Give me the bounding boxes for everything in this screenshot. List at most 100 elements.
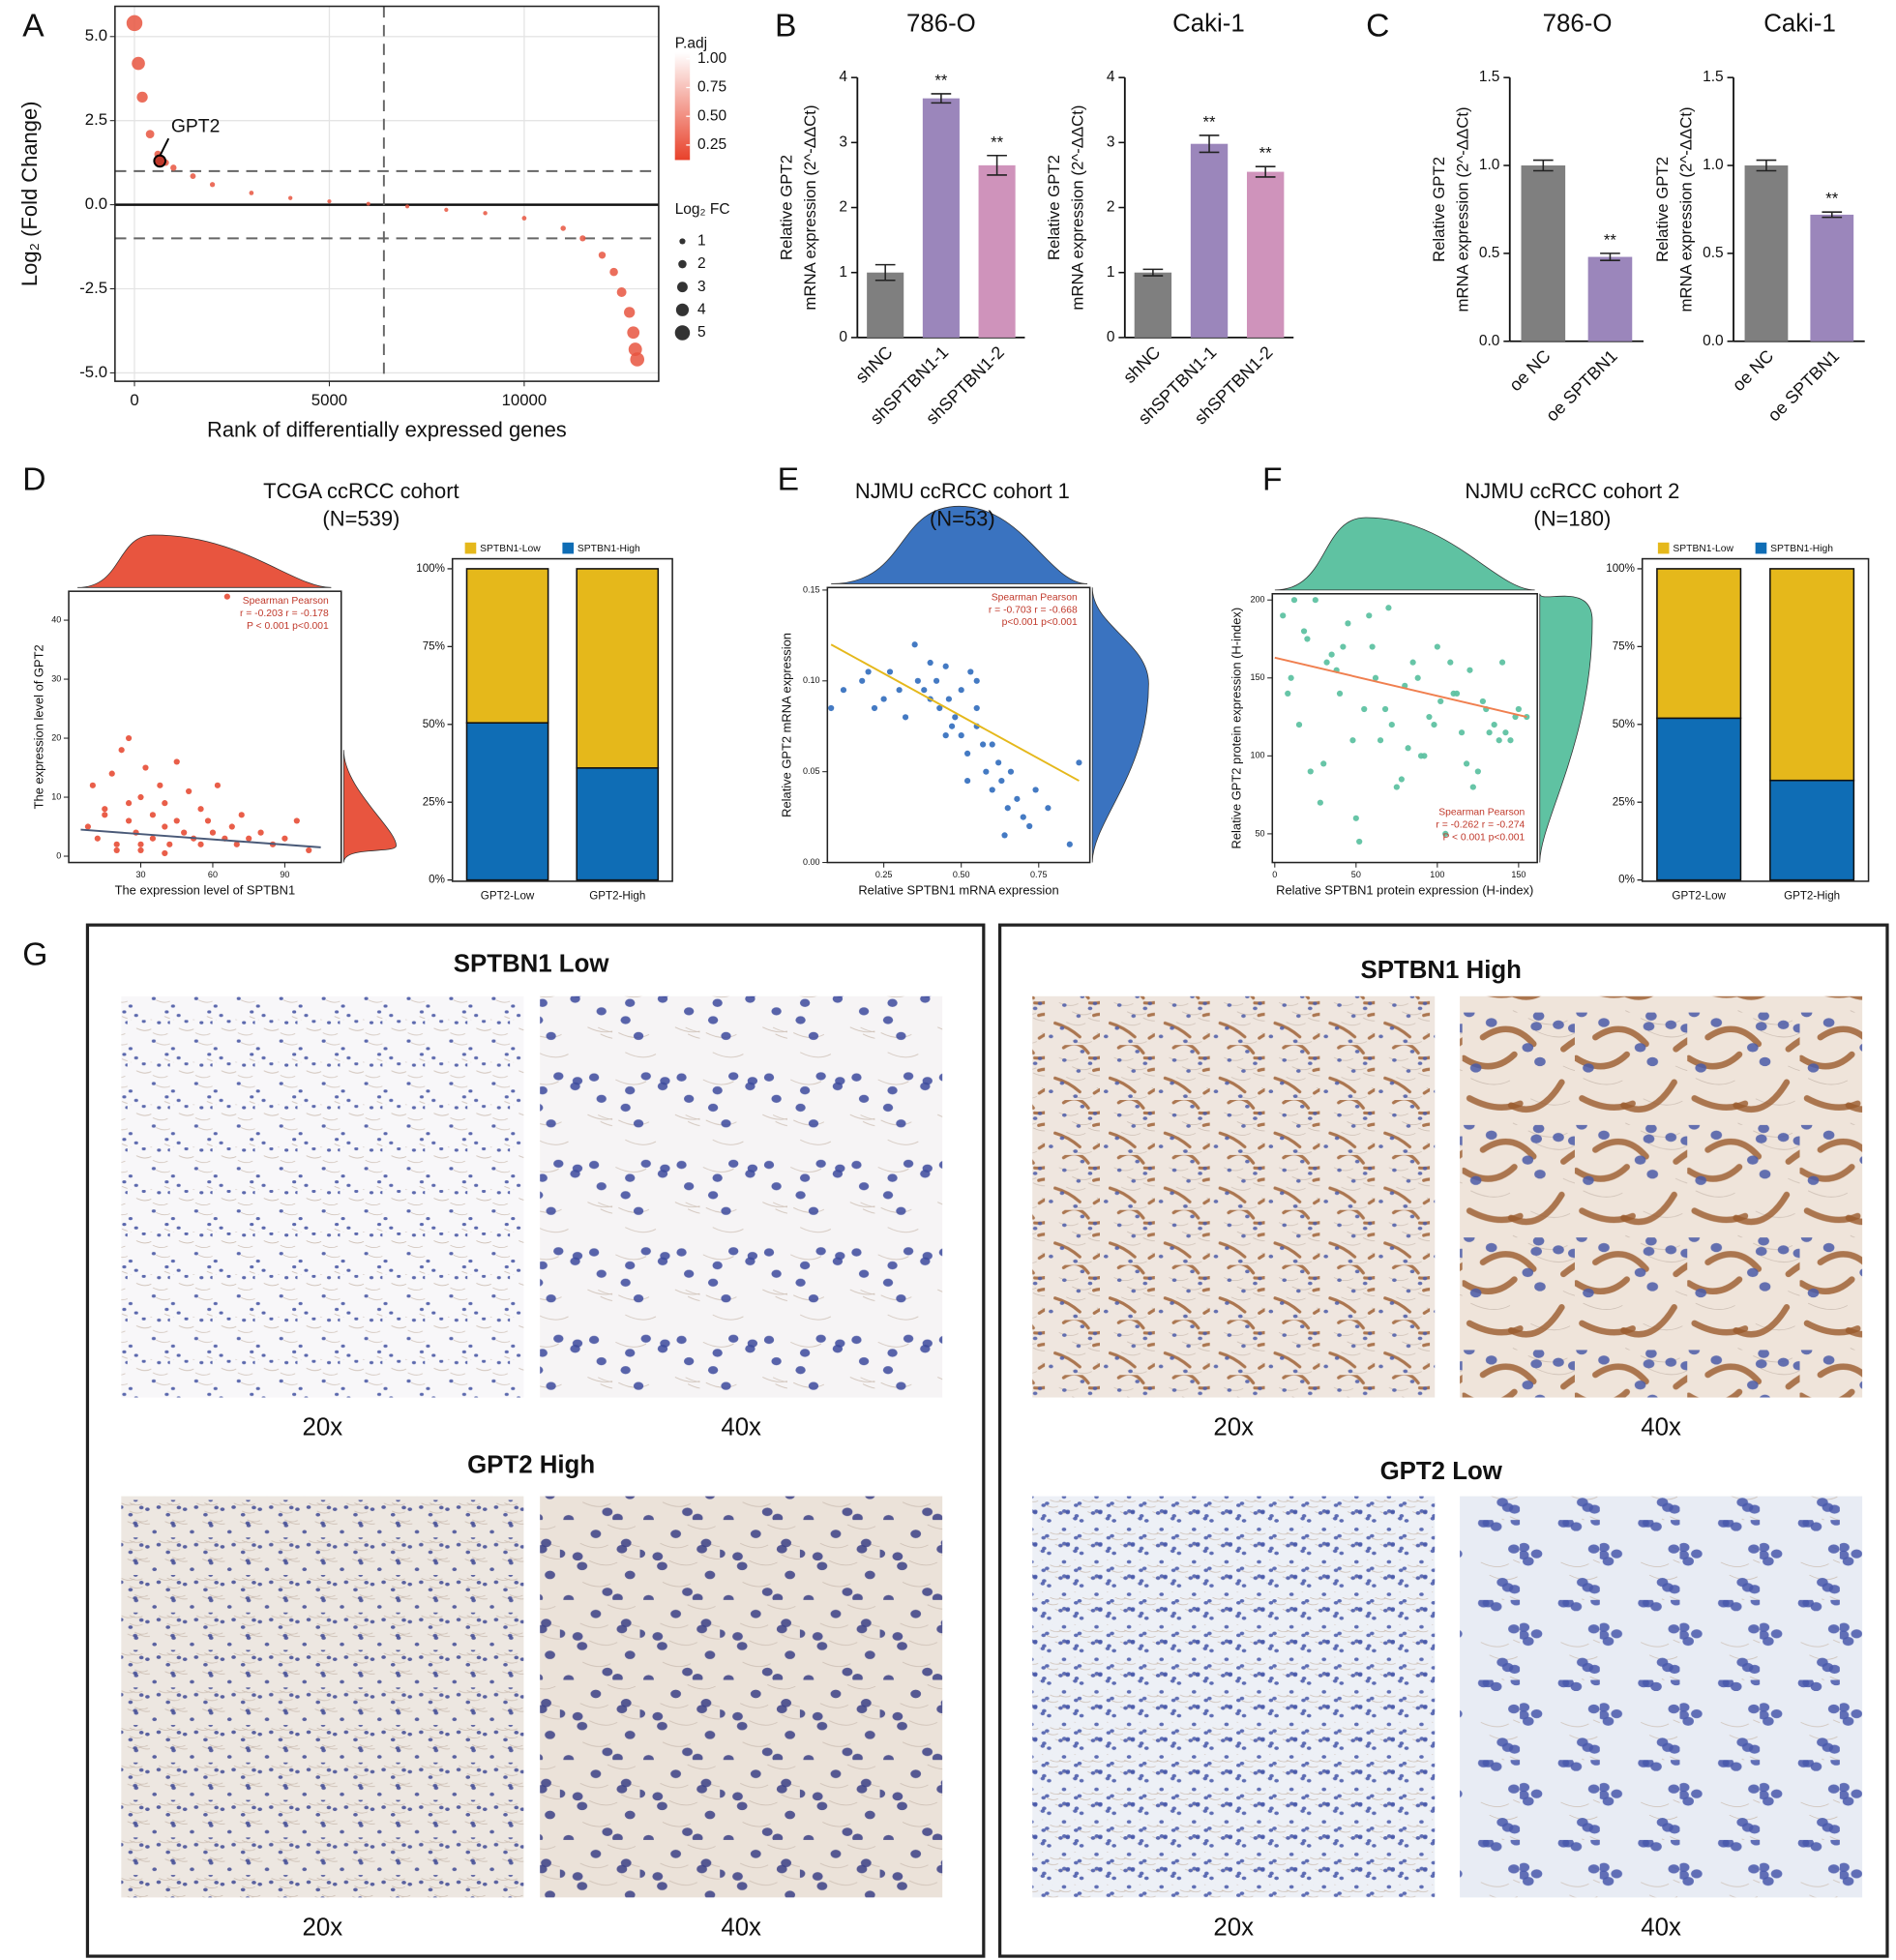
data-point — [958, 732, 964, 739]
magnification-label: 40x — [1641, 1914, 1681, 1941]
panel-letter: B — [775, 8, 796, 44]
data-point — [1340, 643, 1347, 650]
data-point — [1076, 759, 1082, 766]
chart-title: Caki-1 — [1763, 11, 1836, 38]
bar-segment — [465, 568, 549, 724]
x-tick-label: 0 — [1272, 870, 1277, 879]
error-bar — [1199, 134, 1220, 154]
image-group-title: SPTBN1 Low — [454, 950, 610, 977]
data-point — [983, 768, 990, 775]
ihc-image — [540, 1496, 943, 1898]
data-point — [1300, 628, 1308, 635]
x-tick-label: 60 — [208, 870, 218, 879]
x-axis-label: The expression level of SPTBN1 — [115, 883, 296, 898]
error-bar — [1532, 159, 1554, 172]
bar — [1810, 214, 1854, 342]
significance-label: ** — [934, 71, 948, 89]
y-tick-label: 50% — [423, 718, 445, 730]
panel-letter: D — [22, 461, 45, 497]
ihc-image — [540, 995, 943, 1398]
data-point — [936, 704, 943, 712]
data-point — [108, 770, 115, 777]
data-point — [902, 714, 909, 721]
data-point — [293, 817, 300, 824]
chart-title: NJMU ccRCC cohort 1 — [855, 479, 1070, 503]
data-point — [1345, 620, 1351, 627]
y-tick-label: 0.5 — [1703, 245, 1724, 261]
legend-swatch — [1657, 542, 1670, 554]
y-tick-label: 50% — [1613, 718, 1635, 730]
significance-label: ** — [1259, 144, 1273, 163]
y-axis-label: mRNA expression (2^-ΔΔCt) — [1677, 106, 1696, 312]
data-point — [630, 352, 645, 367]
data-point — [287, 195, 293, 200]
significance-label: ** — [991, 133, 1004, 151]
y-axis-label: Relative GPT2 mRNA expression — [779, 633, 793, 817]
y-axis-label: The expression level of GPT2 — [32, 644, 46, 809]
legend-swatch — [1755, 542, 1767, 554]
y-tick-label: 4 — [1107, 69, 1115, 85]
data-point — [1312, 597, 1318, 604]
y-axis-label: mRNA expression (2^-ΔΔCt) — [801, 104, 819, 310]
data-point — [162, 800, 168, 807]
data-point — [880, 696, 887, 702]
data-point — [136, 91, 148, 104]
size-key — [678, 259, 687, 269]
marginal-density — [342, 750, 397, 863]
y-axis-label: mRNA expression (2^-ΔΔCt) — [1068, 104, 1086, 310]
group-frame — [998, 923, 1889, 1958]
plot-frame — [826, 586, 1091, 864]
y-tick-label: 20 — [51, 732, 61, 742]
y-tick-label: -5.0 — [79, 363, 107, 381]
data-point — [1496, 737, 1502, 744]
data-point — [865, 668, 872, 675]
data-point — [1320, 760, 1327, 767]
error-bar — [1142, 268, 1164, 277]
stat-text: Spearman Pearson — [1438, 808, 1525, 818]
plot-area — [114, 6, 659, 382]
data-point — [1288, 674, 1294, 681]
group-frame — [85, 923, 986, 1958]
x-axis-label: Relative SPTBN1 mRNA expression — [858, 883, 1058, 898]
y-tick-label: 4 — [839, 69, 847, 85]
stat-text: Spearman Pearson — [243, 596, 329, 607]
color-tick-label: 1.00 — [697, 50, 727, 67]
data-point — [840, 687, 847, 694]
legend-label: SPTBN1-High — [578, 544, 640, 554]
data-point — [1066, 841, 1073, 847]
stat-text: r = -0.262 r = -0.274 — [1436, 820, 1525, 831]
data-point — [859, 677, 866, 684]
y-tick-label: -2.5 — [79, 279, 107, 297]
legend-title: P.adj — [675, 35, 707, 51]
data-point — [145, 130, 155, 138]
data-point — [405, 204, 410, 209]
stat-text: P < 0.001 p<0.001 — [247, 621, 329, 632]
chart-subtitle: (N=180) — [1533, 506, 1611, 530]
y-tick-label: 1.5 — [1479, 69, 1500, 85]
data-point — [162, 849, 168, 857]
data-point — [1032, 787, 1039, 793]
x-tick-label: 0.50 — [953, 870, 970, 879]
error-bar — [931, 93, 952, 104]
chart-title: 786-O — [906, 11, 976, 38]
data-point — [598, 252, 607, 259]
y-tick-label: 0.05 — [803, 766, 820, 776]
y-tick-label: 0 — [56, 850, 61, 860]
y-tick-label: 1.0 — [1479, 157, 1500, 173]
error-bar — [987, 155, 1007, 176]
y-axis-label: Relative GPT2 — [1653, 157, 1672, 262]
marginal-density — [1539, 593, 1593, 863]
legend-swatch — [464, 542, 477, 554]
data-point — [1486, 729, 1493, 736]
y-tick-label: 2.5 — [85, 110, 107, 129]
data-point — [209, 829, 217, 836]
data-point — [914, 677, 921, 684]
chart-title: Caki-1 — [1172, 11, 1245, 38]
x-tick-label: GPT2-Low — [1672, 889, 1726, 902]
data-point — [327, 199, 332, 204]
chart-title: 786-O — [1543, 11, 1613, 38]
size-key-label: 3 — [697, 279, 706, 295]
x-tick-label: 150 — [1511, 870, 1526, 879]
y-tick-label: 0.5 — [1479, 245, 1500, 261]
